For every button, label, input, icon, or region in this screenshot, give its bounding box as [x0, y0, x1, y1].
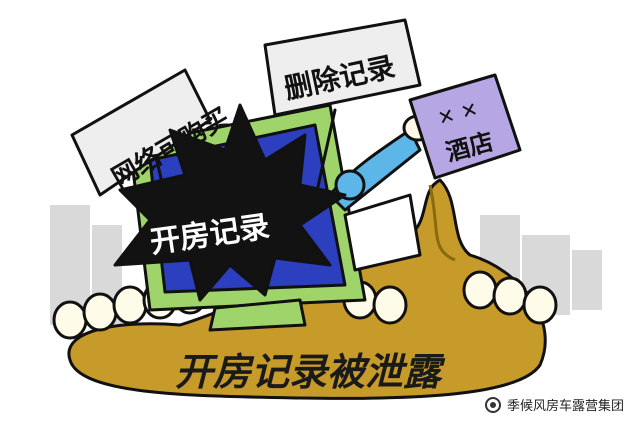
- watermark: 季候风房车露营集团: [480, 393, 628, 416]
- background-buildings: [50, 205, 602, 325]
- watermark-text: 季候风房车露营集团: [506, 399, 624, 414]
- wechat-icon: [484, 396, 501, 413]
- starburst: 开房记录: [113, 103, 347, 302]
- paper-figure: [334, 169, 422, 272]
- caption: 开房记录被泄露: [175, 350, 446, 394]
- sign-delete-records: 删除记录: [263, 18, 422, 202]
